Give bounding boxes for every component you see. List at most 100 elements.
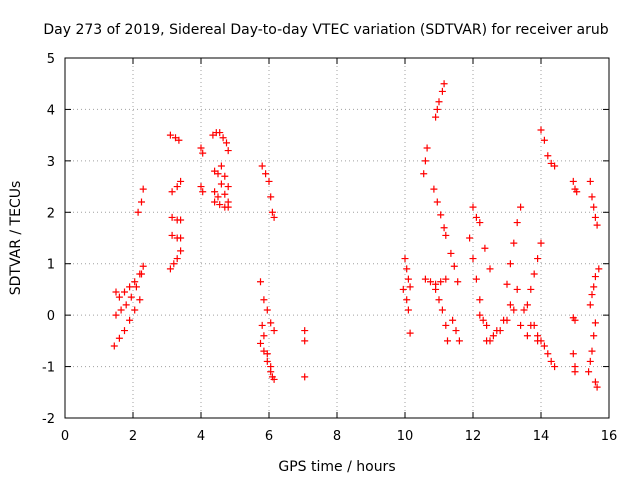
data-point — [117, 306, 125, 314]
data-points — [110, 80, 603, 391]
series-arc-25 — [421, 275, 450, 288]
data-point — [503, 280, 511, 288]
data-point — [442, 231, 450, 239]
data-point — [438, 87, 446, 95]
data-point — [442, 275, 450, 283]
data-point — [175, 136, 183, 144]
data-point — [166, 265, 174, 273]
x-tick-label: 2 — [129, 429, 137, 444]
data-point — [267, 319, 275, 327]
data-point — [506, 301, 514, 309]
data-point — [423, 144, 431, 152]
data-point — [588, 347, 596, 355]
series-arc-21 — [399, 285, 414, 337]
data-point — [442, 321, 450, 329]
data-point — [403, 296, 411, 304]
data-point — [530, 270, 538, 278]
y-tick-label: 0 — [47, 309, 55, 324]
data-point — [466, 234, 474, 242]
data-point — [270, 327, 278, 335]
data-point — [136, 270, 144, 278]
data-point — [452, 327, 460, 335]
data-point — [537, 126, 545, 134]
data-point — [588, 193, 596, 201]
series-arc-18 — [257, 339, 276, 381]
series-arc-34 — [523, 239, 545, 309]
data-point — [433, 105, 441, 113]
data-point — [500, 316, 508, 324]
data-point — [469, 203, 477, 211]
series-arc-20 — [401, 255, 414, 291]
data-point — [551, 363, 559, 371]
data-point — [590, 332, 598, 340]
data-point — [517, 321, 525, 329]
data-point — [177, 177, 185, 185]
data-point — [168, 231, 176, 239]
data-point — [258, 162, 266, 170]
data-point — [506, 260, 514, 268]
data-point — [406, 283, 414, 291]
data-point — [406, 329, 414, 337]
data-point — [260, 347, 268, 355]
data-point — [437, 278, 445, 286]
data-point — [139, 185, 147, 193]
data-point — [432, 113, 440, 121]
data-point — [134, 208, 142, 216]
data-point — [301, 327, 309, 335]
data-point — [595, 265, 603, 273]
data-point — [301, 337, 309, 345]
data-point — [263, 306, 271, 314]
x-tick-label: 4 — [197, 429, 205, 444]
data-point — [513, 219, 521, 227]
data-point — [421, 157, 429, 165]
data-point — [258, 321, 266, 329]
data-point — [593, 221, 601, 229]
data-point — [139, 262, 147, 270]
data-point — [219, 134, 227, 142]
data-point — [537, 239, 545, 247]
data-point — [126, 283, 134, 291]
data-point — [267, 193, 275, 201]
y-tick-label: 1 — [47, 258, 55, 273]
data-point — [486, 265, 494, 273]
series-arc-7 — [168, 213, 185, 224]
data-point — [221, 172, 229, 180]
axis-ticks — [64, 57, 610, 419]
series-arc-42 — [585, 319, 599, 376]
data-point — [590, 283, 598, 291]
data-point — [270, 213, 278, 221]
data-point — [573, 188, 581, 196]
data-point — [404, 275, 412, 283]
y-axis-tick-labels: -2 -1 0 1 2 3 4 5 — [42, 52, 55, 427]
series-arc-3 — [112, 262, 147, 301]
data-point — [510, 239, 518, 247]
data-point — [224, 203, 232, 211]
x-tick-label: 0 — [61, 429, 69, 444]
data-point — [586, 301, 594, 309]
series-arc-19 — [301, 327, 309, 381]
grid — [65, 58, 609, 418]
data-point — [199, 188, 207, 196]
data-point — [138, 198, 145, 206]
data-point — [132, 283, 140, 291]
series-arc-30 — [469, 203, 494, 273]
series-arc-8 — [168, 231, 185, 242]
series-arc-36 — [537, 126, 559, 170]
data-point — [455, 337, 463, 345]
series-arc-38 — [569, 314, 579, 324]
data-point — [268, 373, 276, 381]
data-point — [224, 183, 232, 191]
data-point — [476, 219, 484, 227]
data-point — [173, 183, 181, 191]
data-point — [427, 278, 434, 286]
data-point — [527, 285, 535, 293]
data-point — [540, 136, 548, 144]
data-point — [131, 306, 139, 314]
data-point — [479, 316, 487, 324]
data-point — [591, 273, 599, 281]
series-arc-24 — [430, 185, 450, 239]
series-arc-41 — [586, 265, 603, 309]
data-point — [177, 216, 185, 224]
series-arc-2 — [112, 270, 145, 319]
data-point — [486, 337, 494, 345]
